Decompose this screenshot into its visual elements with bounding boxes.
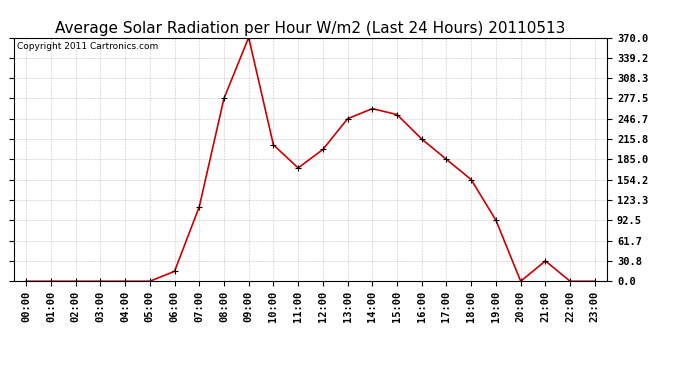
Title: Average Solar Radiation per Hour W/m2 (Last 24 Hours) 20110513: Average Solar Radiation per Hour W/m2 (L… <box>55 21 566 36</box>
Text: Copyright 2011 Cartronics.com: Copyright 2011 Cartronics.com <box>17 42 158 51</box>
